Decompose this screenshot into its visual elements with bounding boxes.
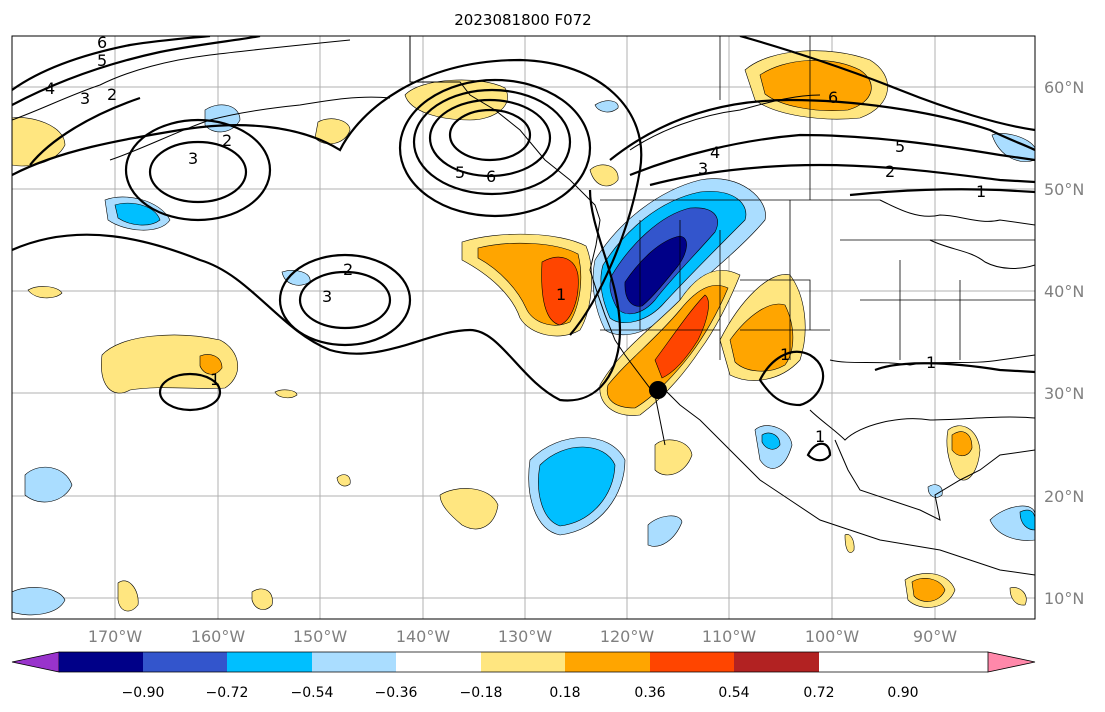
contour-label: 3: [188, 149, 198, 168]
colorbar-cell: [565, 652, 650, 672]
contour-label: 3: [322, 287, 332, 306]
colorbar-tick: −0.54: [291, 685, 334, 701]
colorbar-cell: [481, 652, 565, 672]
lat-label: 40°N: [1044, 282, 1084, 301]
map-area: 6 5 4 3 2 2 3 2 3 1 5 6 1 4 3 5 2 1 6 1 …: [12, 33, 1035, 619]
longitude-labels: 170°W 160°W 150°W 140°W 130°W 120°W 110°…: [88, 627, 957, 646]
colorbar-tick: −0.36: [375, 685, 418, 701]
contour-label: 2: [222, 131, 232, 150]
contour-label: 1: [815, 427, 825, 446]
contour-label: 1: [976, 182, 986, 201]
contour-label: 2: [107, 85, 117, 104]
colorbar-tick: 0.72: [803, 685, 834, 701]
lon-label: 160°W: [191, 627, 246, 646]
latitude-labels: 60°N 50°N 40°N 30°N 20°N 10°N: [1044, 78, 1084, 608]
contour-label: 1: [556, 285, 566, 304]
contour-label: 2: [885, 162, 895, 181]
contour-label: 1: [780, 345, 790, 364]
colorbar-tick: 0.90: [887, 685, 918, 701]
contour-labels: 6 5 4 3 2 2 3 2 3 1 5 6 1 4 3 5 2 1 6 1 …: [45, 33, 986, 446]
colorbar-right-arrow: [987, 651, 1036, 673]
colorbar-cell: [312, 652, 396, 672]
contour-label: 3: [698, 159, 708, 178]
colorbar-cell: [396, 652, 481, 672]
lon-label: 110°W: [702, 627, 757, 646]
contour-label: 5: [455, 163, 465, 182]
lat-label: 10°N: [1044, 589, 1084, 608]
lon-label: 170°W: [88, 627, 143, 646]
colorbar-cell: [143, 652, 227, 672]
lon-label: 120°W: [600, 627, 655, 646]
contour-label: 6: [97, 33, 107, 52]
lat-label: 50°N: [1044, 180, 1084, 199]
lon-label: 140°W: [396, 627, 451, 646]
colorbar-cell: [734, 652, 819, 672]
colorbar-tick: −0.90: [122, 685, 165, 701]
contour-label: 1: [926, 353, 936, 372]
colorbar-tick: 0.18: [549, 685, 580, 701]
colorbar-cell: [650, 652, 734, 672]
colorbar-tick: −0.18: [460, 685, 503, 701]
lat-label: 20°N: [1044, 487, 1084, 506]
contour-label: 5: [97, 51, 107, 70]
lon-label: 150°W: [293, 627, 348, 646]
coastlines: [12, 36, 1035, 576]
lon-label: 90°W: [913, 627, 957, 646]
colorbar-tick: −0.72: [206, 685, 249, 701]
contour-label: 2: [343, 260, 353, 279]
lat-label: 30°N: [1044, 384, 1084, 403]
colorbar-tick: 0.36: [634, 685, 665, 701]
contour-label: 1: [210, 370, 220, 389]
contour-label: 4: [710, 143, 720, 162]
contour-label: 4: [45, 79, 55, 98]
lon-label: 130°W: [498, 627, 553, 646]
location-marker: [649, 381, 667, 399]
colorbar-ticks: −0.90 −0.72 −0.54 −0.36 −0.18 0.18 0.36 …: [122, 685, 919, 701]
contour-label: 6: [828, 88, 838, 107]
map-title: 2023081800 F072: [454, 11, 591, 29]
lat-label: 60°N: [1044, 78, 1084, 97]
contour-label: 5: [895, 137, 905, 156]
colorbar-cell: [227, 652, 312, 672]
colorbar-left-arrow: [11, 651, 60, 673]
colorbar-tick: 0.54: [718, 685, 749, 701]
colorbar: −0.90 −0.72 −0.54 −0.36 −0.18 0.18 0.36 …: [11, 651, 1036, 701]
colorbar-cell: [59, 652, 143, 672]
contour-label: 6: [486, 167, 496, 186]
contour-label: 3: [80, 89, 90, 108]
state-borders: [600, 36, 1035, 360]
contours: [12, 36, 1035, 462]
lon-label: 100°W: [805, 627, 860, 646]
